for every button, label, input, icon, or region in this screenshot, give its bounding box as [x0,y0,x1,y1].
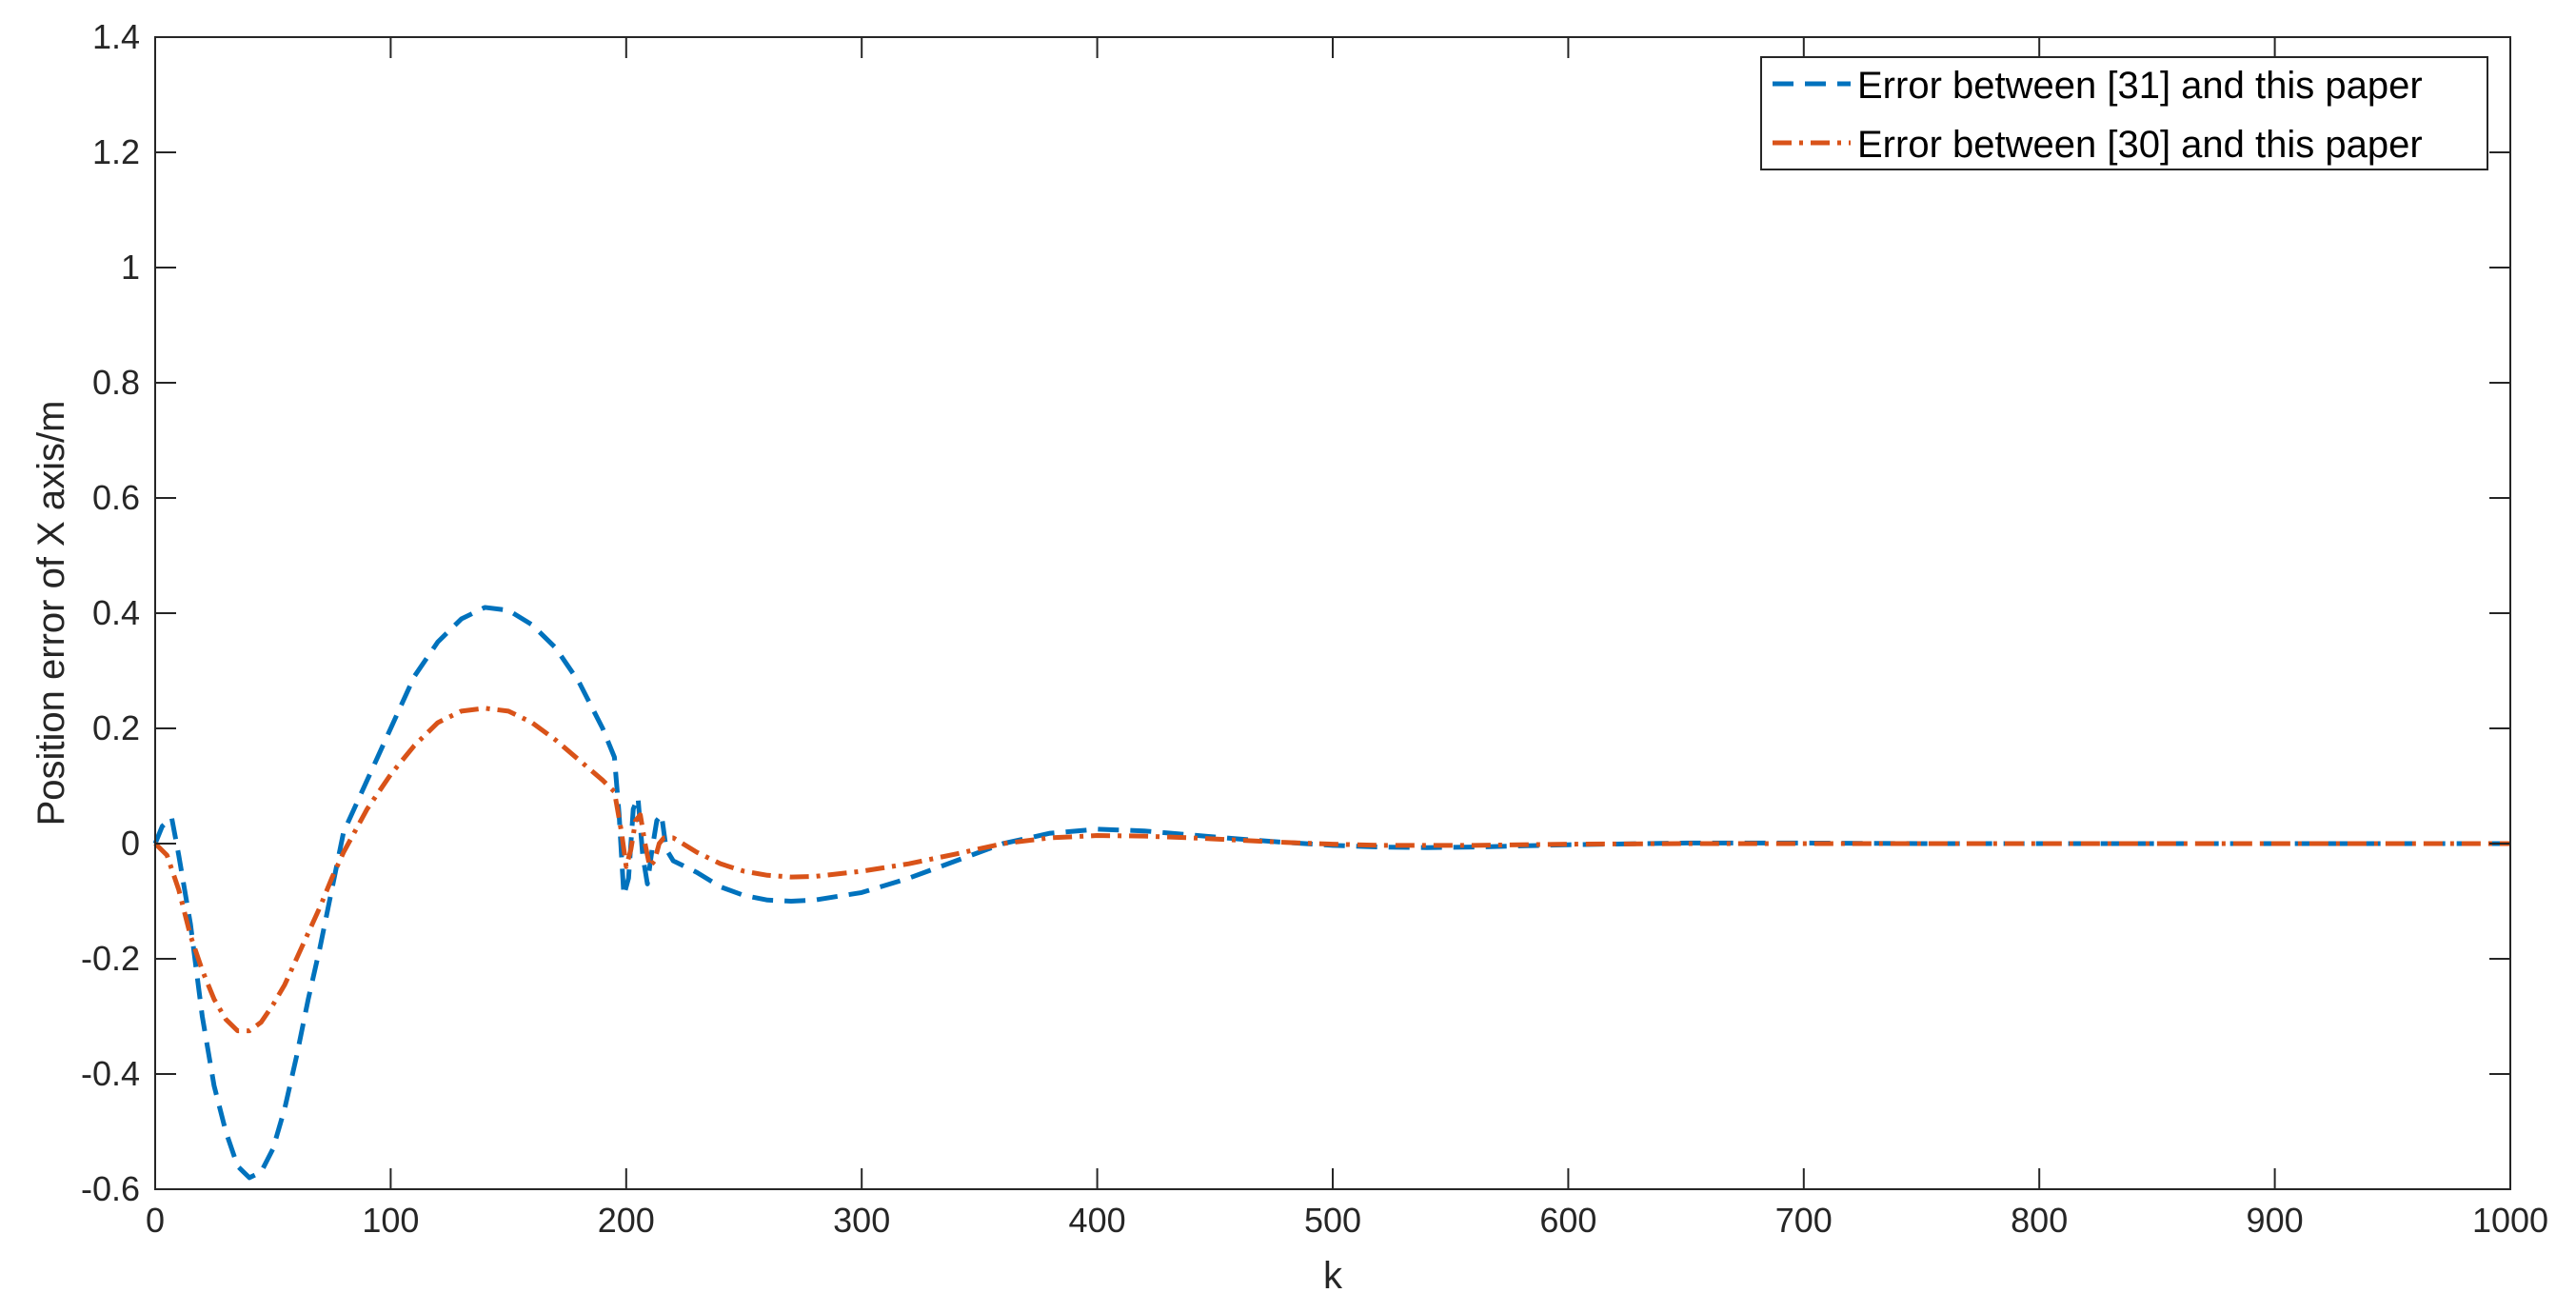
x-tick-label: 200 [598,1201,655,1240]
y-tick-label: 1.4 [92,17,140,56]
x-tick-label: 900 [2247,1201,2304,1240]
x-axis: 0 100 200 300 400 500 600 700 800 900 1000 [146,37,2548,1240]
y-tick-label: 0.4 [92,593,140,632]
x-tick-label: 500 [1304,1201,1361,1240]
x-tick-label: 600 [1539,1201,1596,1240]
y-tick-label: -0.6 [81,1169,140,1208]
y-axis-label: Position error of X axis/m [30,401,72,826]
y-tick-label: -0.2 [81,939,140,978]
x-tick-label: 700 [1775,1201,1833,1240]
x-tick-label: 400 [1069,1201,1126,1240]
x-tick-label: 1000 [2472,1201,2548,1240]
y-tick-label: 1.2 [92,132,140,171]
legend-label-series-2: Error between [30] and this paper [1857,124,2423,166]
y-tick-label: 0 [121,824,140,863]
plot-area [155,37,2510,1189]
y-tick-label: 0.6 [92,478,140,517]
y-tick-label: -0.4 [81,1054,140,1093]
x-tick-label: 300 [833,1201,890,1240]
y-tick-label: 1 [121,248,140,287]
legend-label-series-1: Error between [31] and this paper [1857,65,2423,107]
legend: Error between [31] and this paper Error … [1760,56,2488,170]
series-line-2 [153,706,2510,1034]
x-axis-label: k [1323,1255,1343,1297]
legend-box [1760,56,2488,170]
series-layer [152,605,2510,1181]
x-tick-label: 800 [2011,1201,2068,1240]
y-axis: -0.6 -0.4 -0.2 0 0.2 0.4 0.6 0.8 1 1.2 1.4 [81,17,2510,1208]
x-tick-label: 0 [146,1201,165,1240]
y-tick-label: 0.2 [92,708,140,747]
x-tick-label: 100 [362,1201,419,1240]
y-tick-label: 0.8 [92,363,140,402]
